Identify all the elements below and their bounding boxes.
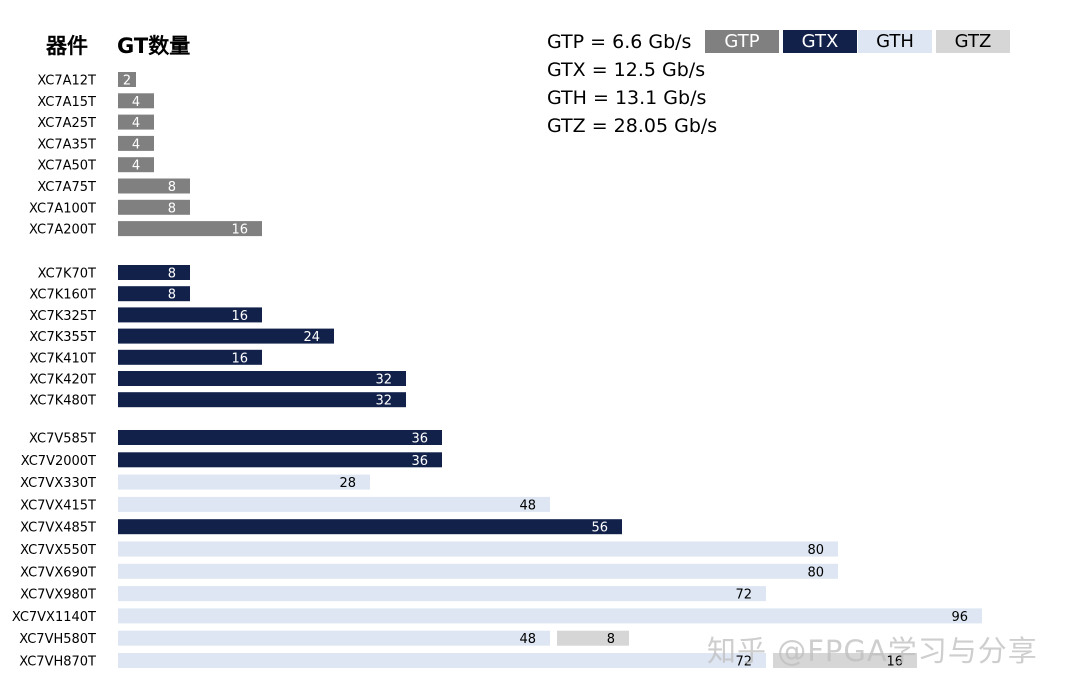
value-label-xc7a100t-gtp: 8 <box>168 201 176 216</box>
device-label-xc7a35t: XC7A35T <box>37 137 96 152</box>
bar-xc7vh870t-gtz <box>773 653 917 668</box>
bar-xc7vx415t-gth <box>118 496 550 512</box>
value-label-xc7a12t-gtp: 2 <box>123 74 131 89</box>
legend-swatch-gtp: GTP <box>705 30 779 53</box>
device-label-xc7vx415t: XC7VX415T <box>20 498 96 513</box>
value-label-xc7vh580t-gtz: 8 <box>607 632 615 647</box>
value-label-xc7a50t-gtp: 4 <box>132 159 140 174</box>
bar-xc7k480t-gtx <box>118 392 406 408</box>
bar-xc7a35t-gtp <box>118 135 154 151</box>
bar-xc7a50t-gtp <box>118 157 154 173</box>
value-label-xc7vx690t-gth: 80 <box>807 565 824 580</box>
bar-xc7k70t-gtx <box>118 265 190 280</box>
device-label-xc7k410t: XC7K410T <box>29 351 96 366</box>
value-label-xc7a200t-gtp: 16 <box>231 223 248 238</box>
bar-xc7a25t-gtp <box>118 114 154 130</box>
bar-xc7k160t-gtx <box>118 286 190 302</box>
bar-xc7vh580t-gth <box>118 630 550 646</box>
legend-line-gtp: GTP = 6.6 Gb/s <box>547 31 692 53</box>
bar-xc7k325t-gtx <box>118 307 262 323</box>
value-label-xc7k160t-gtx: 8 <box>168 288 176 303</box>
bar-xc7a15t-gtp <box>118 93 154 109</box>
bar-xc7a75t-gtp <box>118 178 190 194</box>
value-label-xc7k70t-gtx: 8 <box>168 267 176 282</box>
bar-xc7vx485t-gtx <box>118 519 622 535</box>
legend-line-gtx: GTX = 12.5 Gb/s <box>547 59 706 81</box>
device-label-xc7k70t: XC7K70T <box>38 267 96 282</box>
bar-xc7vx550t-gth <box>118 541 838 557</box>
device-label-xc7k420t: XC7K420T <box>29 373 96 388</box>
device-label-xc7k355t: XC7K355T <box>29 330 96 345</box>
value-label-xc7a25t-gtp: 4 <box>132 116 140 131</box>
header-device: 器件 <box>46 34 88 58</box>
device-label-xc7vx485t: XC7VX485T <box>20 521 96 536</box>
device-label-xc7a200t: XC7A200T <box>29 223 96 238</box>
legend-swatch-gtz: GTZ <box>936 30 1010 53</box>
bar-xc7a200t-gtp <box>118 221 262 237</box>
device-label-xc7k325t: XC7K325T <box>29 309 96 324</box>
watermark-text: 知乎 @FPGA学习与分享 <box>707 634 1038 668</box>
device-label-xc7a100t: XC7A100T <box>29 201 96 216</box>
device-label-xc7vh870t: XC7VH870T <box>19 655 96 670</box>
value-label-xc7vx330t-gth: 28 <box>339 476 356 491</box>
bar-xc7vx690t-gth <box>118 563 838 579</box>
value-label-xc7vh870t-gth: 72 <box>735 655 752 670</box>
device-label-xc7a50t: XC7A50T <box>37 159 96 174</box>
value-label-xc7k355t-gtx: 24 <box>303 330 320 345</box>
value-label-xc7a75t-gtp: 8 <box>168 180 176 195</box>
bar-xc7a12t-gtp <box>118 72 136 87</box>
bar-xc7v2000t-gtx <box>118 452 442 468</box>
value-label-xc7vx550t-gth: 80 <box>807 543 824 558</box>
device-label-xc7k480t: XC7K480T <box>29 394 96 409</box>
device-label-xc7k160t: XC7K160T <box>29 288 96 303</box>
value-label-xc7k420t-gtx: 32 <box>375 373 392 388</box>
device-label-xc7vx690t: XC7VX690T <box>20 565 96 580</box>
bar-xc7k410t-gtx <box>118 349 262 365</box>
bar-xc7vx1140t-gth <box>118 608 982 624</box>
value-label-xc7k325t-gtx: 16 <box>231 309 248 324</box>
device-label-xc7a25t: XC7A25T <box>37 116 96 131</box>
device-label-xc7vh580t: XC7VH580T <box>19 632 96 647</box>
bar-xc7k355t-gtx <box>118 328 334 344</box>
value-label-xc7vx485t-gtx: 56 <box>591 521 608 536</box>
device-label-xc7vx330t: XC7VX330T <box>20 476 96 491</box>
bar-xc7v585t-gtx <box>118 430 442 445</box>
value-label-xc7v2000t-gtx: 36 <box>411 454 428 469</box>
bar-xc7a100t-gtp <box>118 199 190 215</box>
device-label-xc7v585t: XC7V585T <box>29 432 96 447</box>
legend-line-gth: GTH = 13.1 Gb/s <box>547 87 707 109</box>
value-label-xc7vh870t-gtz: 16 <box>886 655 903 670</box>
value-label-xc7vx415t-gth: 48 <box>519 498 536 513</box>
value-label-xc7k480t-gtx: 32 <box>375 394 392 409</box>
device-label-xc7vx550t: XC7VX550T <box>20 543 96 558</box>
legend-line-gtz: GTZ = 28.05 Gb/s <box>547 115 718 137</box>
value-label-xc7vx980t-gth: 72 <box>735 588 752 603</box>
value-label-xc7v585t-gtx: 36 <box>411 432 428 447</box>
value-label-xc7vx1140t-gth: 96 <box>951 610 968 625</box>
device-label-xc7a15t: XC7A15T <box>37 95 96 110</box>
value-label-xc7k410t-gtx: 16 <box>231 351 248 366</box>
bar-xc7vh870t-gth <box>118 653 766 668</box>
legend-swatch-gth: GTH <box>858 30 932 53</box>
bar-xc7vh580t-gtz <box>557 630 629 646</box>
bar-xc7vx980t-gth <box>118 586 766 602</box>
device-label-xc7v2000t: XC7V2000T <box>21 454 96 469</box>
value-label-xc7vh580t-gth: 48 <box>519 632 536 647</box>
device-label-xc7vx980t: XC7VX980T <box>20 588 96 603</box>
device-label-xc7vx1140t: XC7VX1140T <box>12 610 96 625</box>
device-label-xc7a75t: XC7A75T <box>37 180 96 195</box>
device-label-xc7a12t: XC7A12T <box>37 74 96 89</box>
bar-xc7k420t-gtx <box>118 371 406 386</box>
legend-swatch-gtx: GTX <box>783 30 857 53</box>
header-gt-count: GT数量 <box>117 34 191 58</box>
bar-xc7vx330t-gth <box>118 474 370 490</box>
value-label-xc7a15t-gtp: 4 <box>132 95 140 110</box>
value-label-xc7a35t-gtp: 4 <box>132 137 140 152</box>
